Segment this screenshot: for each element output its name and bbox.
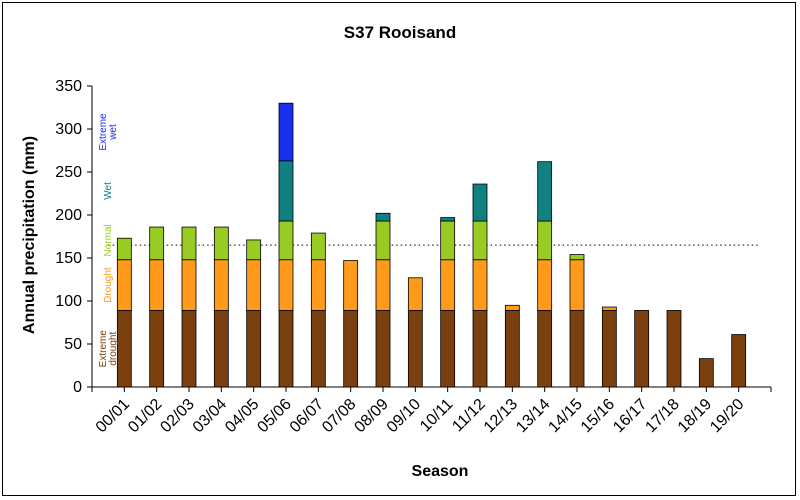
bar-segment xyxy=(213,310,229,388)
x-tick-label: 18/19 xyxy=(675,396,715,436)
bar-segment xyxy=(278,160,294,222)
bar-segment xyxy=(537,310,553,388)
x-tick-label: 05/06 xyxy=(254,396,294,436)
bar-segment xyxy=(116,310,132,388)
bar-segment xyxy=(181,310,197,388)
band-label: Normal xyxy=(103,224,114,256)
x-tick-label: 08/09 xyxy=(351,396,391,436)
x-tick-label: 14/15 xyxy=(545,396,585,436)
bar-segment xyxy=(149,226,165,261)
x-tick-label: 09/10 xyxy=(384,396,424,436)
bar-segment xyxy=(246,239,262,261)
bar-segment xyxy=(246,259,262,311)
y-tick-label: 300 xyxy=(55,121,82,138)
y-tick-label: 250 xyxy=(55,164,82,181)
band-label: wet xyxy=(108,124,119,141)
x-tick-label: 16/17 xyxy=(610,396,650,436)
bar-segment xyxy=(569,259,585,311)
x-tick-label: 00/01 xyxy=(93,396,133,436)
bar-segment xyxy=(375,212,391,222)
bar-segment xyxy=(537,259,553,311)
bar-segment xyxy=(601,306,617,311)
y-tick-label: 350 xyxy=(55,78,82,95)
bar-segment xyxy=(601,310,617,388)
bar-segment xyxy=(666,310,682,388)
bar-segment xyxy=(375,259,391,311)
x-tick-label: 11/12 xyxy=(449,396,489,436)
bar-segment xyxy=(731,334,747,388)
bar-segment xyxy=(116,237,132,261)
x-tick-label: 17/18 xyxy=(642,396,682,436)
bar-segment xyxy=(278,102,294,162)
y-tick-label: 100 xyxy=(55,293,82,310)
bar-segment xyxy=(569,310,585,388)
band-label: Wet xyxy=(103,182,114,200)
bar-segment xyxy=(343,260,359,311)
bar-segment xyxy=(440,259,456,311)
bar-segment xyxy=(440,220,456,261)
bar-segment xyxy=(149,310,165,388)
bar-segment xyxy=(278,310,294,388)
bar-segment xyxy=(310,232,326,261)
bar-segment xyxy=(537,161,553,222)
bar-segment xyxy=(472,259,488,311)
x-tick-label: 13/14 xyxy=(513,396,553,436)
bar-segment xyxy=(310,310,326,388)
bar-segment xyxy=(504,304,520,311)
bar-segment xyxy=(375,310,391,388)
y-tick-label: 150 xyxy=(55,250,82,267)
bar-segment xyxy=(472,310,488,388)
x-tick-label: 06/07 xyxy=(287,396,327,436)
bar-segment xyxy=(440,310,456,388)
x-tick-label: 02/03 xyxy=(157,396,197,436)
band-label: Drought xyxy=(103,267,114,303)
bar-segment xyxy=(181,226,197,261)
bar-segment xyxy=(440,217,456,222)
bar-segment xyxy=(246,310,262,388)
band-label: drought xyxy=(108,332,119,366)
bar-segment xyxy=(213,226,229,261)
bar-segment xyxy=(375,220,391,261)
bar-segment xyxy=(472,220,488,261)
bar-segment xyxy=(634,310,650,388)
bar-segment xyxy=(472,183,488,222)
y-axis-title: Annual precipitation (mm) xyxy=(21,136,38,334)
x-axis-title: Season xyxy=(412,463,469,480)
bar-segment xyxy=(343,310,359,388)
x-tick-label: 15/16 xyxy=(578,396,618,436)
band-label: Extreme xyxy=(98,330,109,368)
x-tick-label: 01/02 xyxy=(125,396,165,436)
x-tick-label: 03/04 xyxy=(190,396,230,436)
x-tick-label: 07/08 xyxy=(319,396,359,436)
chart-title: S37 Rooisand xyxy=(344,23,456,42)
bar-segment xyxy=(407,310,423,388)
bar-segment xyxy=(504,310,520,388)
y-tick-label: 0 xyxy=(73,379,82,396)
bar-segment xyxy=(278,220,294,261)
bar-segment xyxy=(698,358,714,388)
x-tick-label: 04/05 xyxy=(222,396,262,436)
y-tick-label: 200 xyxy=(55,207,82,224)
bar-segment xyxy=(181,259,197,311)
bar-segment xyxy=(407,277,423,311)
bar-segment xyxy=(310,259,326,311)
band-label: Extreme xyxy=(98,113,109,151)
x-tick-label: 12/13 xyxy=(481,396,521,436)
plot-area: 0 50 100 150 200 250 300 350 00/0101/0202/0303/0… xyxy=(55,78,772,436)
bar-segment xyxy=(537,220,553,261)
x-tick-label: 10/11 xyxy=(417,396,457,436)
x-tick-label: 19/20 xyxy=(707,396,747,436)
bar-segment xyxy=(278,259,294,311)
bar-segment xyxy=(116,259,132,311)
bar-segment xyxy=(569,254,585,261)
bar-segment xyxy=(213,259,229,311)
bar-segment xyxy=(149,259,165,311)
y-tick-label: 50 xyxy=(64,336,82,353)
